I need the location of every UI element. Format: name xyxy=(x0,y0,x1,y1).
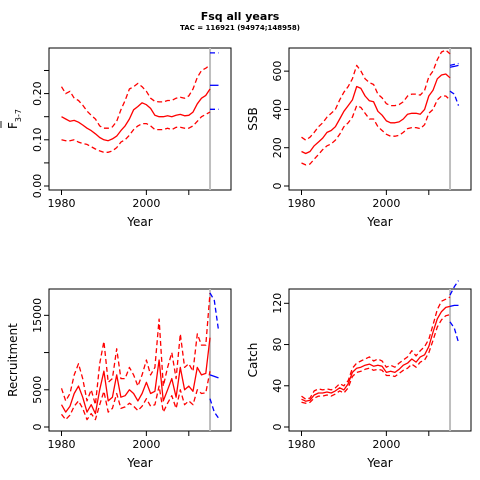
ssb-x-tick-label: 1980 xyxy=(287,197,315,210)
fbar-y-axis-label: F3-7 xyxy=(6,109,23,129)
fbar-x-tick-label: 2000 xyxy=(132,197,160,210)
recruitment-y-tick-label: 5000 xyxy=(31,376,44,404)
catch-x-axis-label: Year xyxy=(366,456,392,470)
fbar-historic-upper-line xyxy=(60,64,211,129)
ssb-y-tick-label: 0 xyxy=(271,183,284,190)
catch-y-tick-label: 120 xyxy=(271,293,284,314)
recruitment-y-tick-label: 0 xyxy=(31,424,44,431)
catch-historic-upper-line xyxy=(301,296,451,400)
fbar-plot-frame xyxy=(48,47,232,191)
catch-x-tick-label: 1980 xyxy=(287,438,315,451)
ssb-x-tick-label: 2000 xyxy=(372,197,400,210)
ssb-forecast-upper-line xyxy=(449,62,459,67)
catch-historic-estimate-line xyxy=(301,305,451,402)
fbar-historic-lower-line xyxy=(61,111,211,153)
recruitment-historic-lower-line xyxy=(60,371,211,421)
recruitment-forecast-upper-line xyxy=(209,292,220,331)
fbar-historic-estimate-line xyxy=(61,88,211,142)
ssb-y-axis-label: SSB xyxy=(246,107,260,130)
recruitment-y-tick-label: 15000 xyxy=(31,298,44,333)
ssb-y-tick-label: 400 xyxy=(271,99,284,120)
recruitment-x-axis-label: Year xyxy=(126,456,152,470)
ssb-plot-frame xyxy=(288,47,472,191)
recruitment-x-tick-label: 2000 xyxy=(132,438,160,451)
recruitment-y-axis-label: Recruitment xyxy=(6,323,20,397)
catch-panel: 1980 2000 Year 0 40 80 120 Catch xyxy=(246,280,472,470)
recruitment-plot-frame xyxy=(48,288,232,432)
fbar-label-sub: 3-7 xyxy=(14,109,23,122)
catch-x-tick-label: 2000 xyxy=(372,438,400,451)
ssb-historic-lower-line xyxy=(301,95,451,166)
fbar-x-tick-label: 1980 xyxy=(47,197,75,210)
catch-historic-lower-line xyxy=(301,313,451,404)
figure-subtitle: TAC = 116921 (94974;148958) xyxy=(180,24,300,32)
catch-plot-frame xyxy=(288,288,472,432)
ssb-historic-upper-line xyxy=(301,49,451,141)
ssb-panel: 1980 2000 Year 0 200 400 600 SSB xyxy=(246,47,472,229)
recruitment-historic-upper-line xyxy=(60,292,211,406)
ssb-y-tick-label: 600 xyxy=(271,61,284,82)
recruitment-historic-estimate-line xyxy=(60,337,211,415)
fbar-y-tick-label: 0.00 xyxy=(31,174,44,199)
catch-y-tick-label: 0 xyxy=(271,424,284,431)
catch-y-tick-label: 80 xyxy=(271,338,284,352)
ssb-forecast-estimate-line xyxy=(449,64,459,68)
figure-title: Fsq all years xyxy=(201,10,280,23)
recruitment-panel: 1980 2000 Year 0 5000 15000 Recruitment xyxy=(6,288,232,470)
catch-y-axis-label: Catch xyxy=(246,343,260,378)
ssb-x-axis-label: Year xyxy=(366,215,392,229)
catch-y-tick-label: 40 xyxy=(271,379,284,393)
fbar-panel: 1980 2000 Year 0.00 0.10 0.20 F3-7 xyxy=(0,47,232,229)
ssb-y-tick-label: 200 xyxy=(271,137,284,158)
fbar-x-axis-label: Year xyxy=(126,215,152,229)
fbar-y-tick-label: 0.10 xyxy=(31,128,44,153)
catch-forecast-lower-line xyxy=(449,321,460,343)
catch-forecast-upper-line xyxy=(449,280,460,296)
fbar-label-main: F xyxy=(6,122,20,129)
ssb-forecast-lower-line xyxy=(449,90,460,106)
ssb-historic-estimate-line xyxy=(301,73,451,155)
recruitment-forecast-estimate-line xyxy=(209,374,219,379)
catch-forecast-estimate-line xyxy=(449,304,459,308)
recruitment-forecast-lower-line xyxy=(209,398,220,419)
recruitment-x-tick-label: 1980 xyxy=(47,438,75,451)
fbar-y-tick-label: 0.20 xyxy=(31,81,44,106)
